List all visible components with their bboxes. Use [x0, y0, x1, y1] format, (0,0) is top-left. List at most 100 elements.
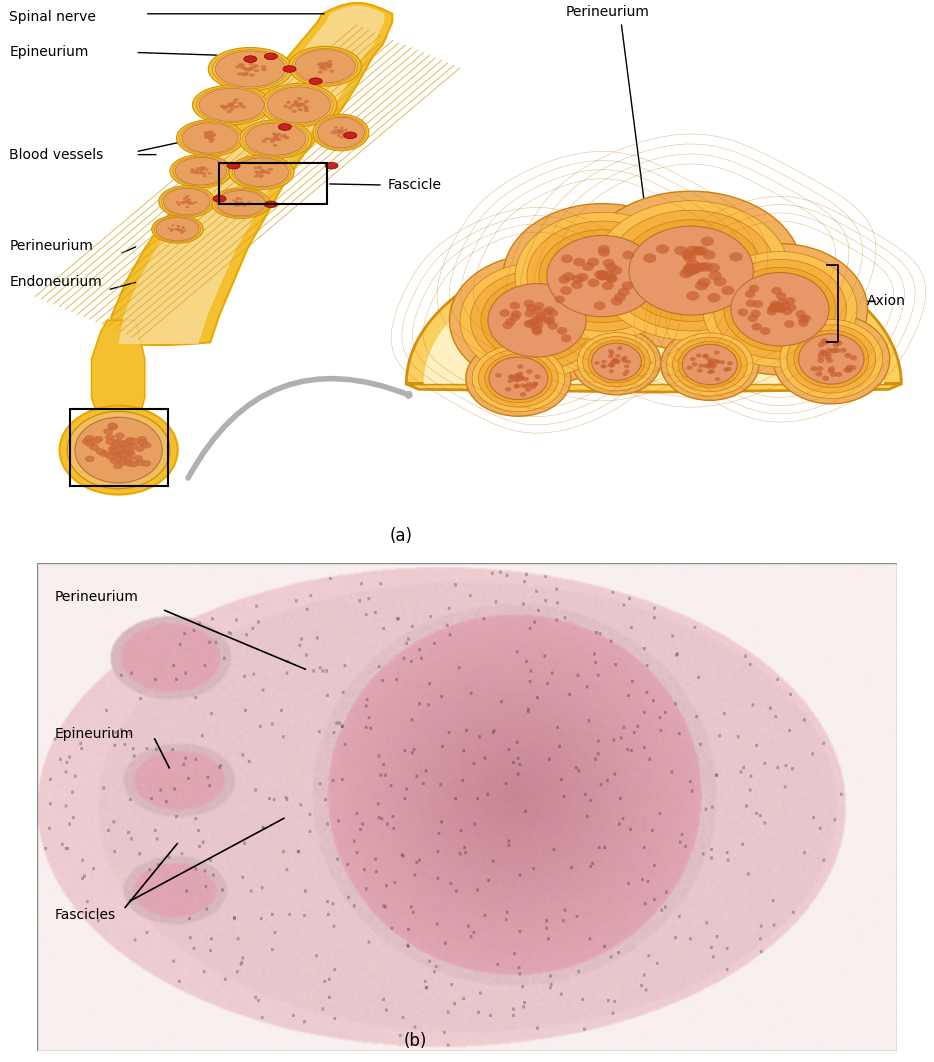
Ellipse shape [264, 86, 333, 124]
Ellipse shape [215, 189, 267, 217]
Text: Fascicle: Fascicle [388, 178, 442, 192]
Polygon shape [107, 3, 392, 345]
Ellipse shape [275, 135, 279, 138]
Ellipse shape [285, 136, 290, 139]
Ellipse shape [503, 204, 701, 348]
Ellipse shape [237, 102, 243, 105]
Ellipse shape [264, 201, 277, 208]
Ellipse shape [243, 73, 248, 76]
Ellipse shape [205, 135, 209, 138]
Ellipse shape [333, 126, 337, 129]
Ellipse shape [745, 299, 757, 307]
Ellipse shape [280, 135, 285, 138]
Ellipse shape [702, 250, 715, 259]
Ellipse shape [110, 444, 120, 450]
Ellipse shape [258, 167, 262, 169]
Ellipse shape [617, 346, 623, 350]
Ellipse shape [601, 281, 614, 290]
Ellipse shape [535, 312, 546, 320]
Ellipse shape [217, 190, 265, 216]
Ellipse shape [239, 120, 312, 158]
Ellipse shape [531, 307, 542, 314]
Ellipse shape [113, 463, 122, 468]
Ellipse shape [830, 348, 838, 354]
Ellipse shape [333, 132, 337, 135]
Ellipse shape [235, 202, 239, 204]
Ellipse shape [706, 363, 713, 367]
Ellipse shape [322, 68, 327, 71]
Ellipse shape [594, 302, 605, 310]
Ellipse shape [85, 441, 94, 446]
Ellipse shape [525, 388, 531, 392]
Ellipse shape [594, 201, 788, 341]
Ellipse shape [283, 105, 289, 108]
Ellipse shape [319, 66, 324, 69]
Ellipse shape [559, 275, 571, 284]
Ellipse shape [767, 308, 777, 315]
Ellipse shape [238, 104, 244, 107]
Ellipse shape [208, 137, 212, 140]
Ellipse shape [272, 138, 277, 141]
Ellipse shape [213, 50, 289, 88]
Ellipse shape [234, 204, 237, 206]
Ellipse shape [608, 354, 614, 358]
Ellipse shape [201, 167, 205, 169]
Ellipse shape [695, 281, 708, 291]
Ellipse shape [821, 350, 828, 356]
Ellipse shape [601, 364, 605, 369]
Ellipse shape [342, 132, 346, 135]
Ellipse shape [594, 361, 600, 365]
Ellipse shape [243, 205, 247, 207]
Ellipse shape [502, 322, 513, 329]
Ellipse shape [840, 347, 847, 353]
Ellipse shape [686, 365, 692, 370]
Ellipse shape [159, 186, 215, 218]
Ellipse shape [264, 137, 269, 140]
Ellipse shape [322, 65, 328, 68]
Ellipse shape [118, 460, 127, 465]
Ellipse shape [95, 448, 105, 455]
Ellipse shape [616, 354, 620, 358]
Ellipse shape [522, 377, 529, 381]
Ellipse shape [170, 155, 232, 188]
Ellipse shape [514, 384, 519, 389]
Ellipse shape [524, 384, 531, 389]
Ellipse shape [110, 458, 120, 464]
Ellipse shape [229, 105, 234, 108]
Ellipse shape [833, 347, 841, 354]
Ellipse shape [251, 65, 257, 68]
Ellipse shape [799, 319, 809, 327]
Ellipse shape [449, 255, 625, 386]
Ellipse shape [205, 169, 208, 171]
Ellipse shape [336, 131, 340, 134]
Ellipse shape [616, 360, 620, 364]
Ellipse shape [116, 447, 125, 452]
Ellipse shape [304, 105, 308, 108]
Ellipse shape [264, 53, 277, 59]
Ellipse shape [700, 262, 713, 272]
Ellipse shape [342, 134, 346, 137]
Ellipse shape [99, 450, 108, 457]
Ellipse shape [200, 172, 204, 174]
Ellipse shape [82, 439, 92, 444]
Ellipse shape [460, 262, 615, 378]
Ellipse shape [205, 134, 209, 136]
Ellipse shape [237, 72, 243, 75]
Ellipse shape [516, 375, 522, 379]
Ellipse shape [533, 322, 544, 329]
Ellipse shape [817, 342, 825, 347]
Ellipse shape [518, 376, 524, 380]
Ellipse shape [248, 202, 251, 204]
Ellipse shape [598, 245, 610, 254]
Ellipse shape [562, 272, 574, 280]
Ellipse shape [181, 227, 185, 229]
Ellipse shape [298, 108, 303, 112]
Ellipse shape [530, 322, 540, 330]
Ellipse shape [182, 123, 238, 153]
Ellipse shape [324, 62, 329, 65]
Ellipse shape [106, 439, 115, 445]
Ellipse shape [134, 456, 143, 461]
Ellipse shape [512, 376, 518, 380]
Ellipse shape [322, 63, 328, 66]
Ellipse shape [630, 226, 753, 315]
